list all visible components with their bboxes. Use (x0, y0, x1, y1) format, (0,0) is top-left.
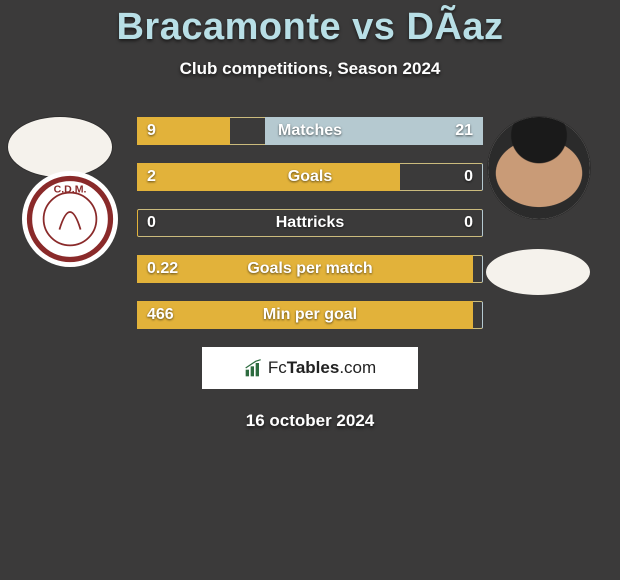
bar-label: Min per goal (137, 301, 483, 329)
club-badge-left: C.D.M. (22, 171, 118, 267)
stat-row: 2Goals0 (137, 163, 483, 191)
bars-icon (244, 358, 264, 378)
stat-row: 9Matches21 (137, 117, 483, 145)
stat-row: 0.22Goals per match (137, 255, 483, 283)
club-badge-right (486, 249, 590, 295)
columns: C.D.M. 9Matches212Goals00Hattricks00.22G… (0, 117, 620, 329)
club-badge-left-inner: C.D.M. (22, 171, 118, 267)
brand-prefix: Fc (268, 358, 287, 377)
avatar-right (488, 117, 590, 219)
bar-value-right: 21 (455, 117, 473, 145)
svg-text:C.D.M.: C.D.M. (54, 184, 87, 196)
date-text: 16 october 2024 (0, 411, 620, 431)
avatar-right-face (488, 117, 590, 219)
bar-value-right: 0 (464, 209, 473, 237)
avatar-left (8, 117, 112, 177)
subtitle: Club competitions, Season 2024 (0, 59, 620, 79)
stats-bars: 9Matches212Goals00Hattricks00.22Goals pe… (137, 117, 483, 329)
brand-box: FcTables.com (202, 347, 418, 389)
brand-text: FcTables.com (268, 358, 376, 378)
comparison-infographic: Bracamonte vs DÃ­az Club competitions, S… (0, 0, 620, 580)
stat-row: 466Min per goal (137, 301, 483, 329)
bar-value-right: 0 (464, 163, 473, 191)
stat-row: 0Hattricks0 (137, 209, 483, 237)
bar-label: Goals (137, 163, 483, 191)
bar-label: Hattricks (137, 209, 483, 237)
brand-bold: Tables (287, 358, 340, 377)
club-badge-left-svg: C.D.M. (26, 175, 114, 263)
brand-suffix: .com (339, 358, 376, 377)
page-title: Bracamonte vs DÃ­az (0, 6, 620, 49)
bar-label: Goals per match (137, 255, 483, 283)
bar-label: Matches (137, 117, 483, 145)
